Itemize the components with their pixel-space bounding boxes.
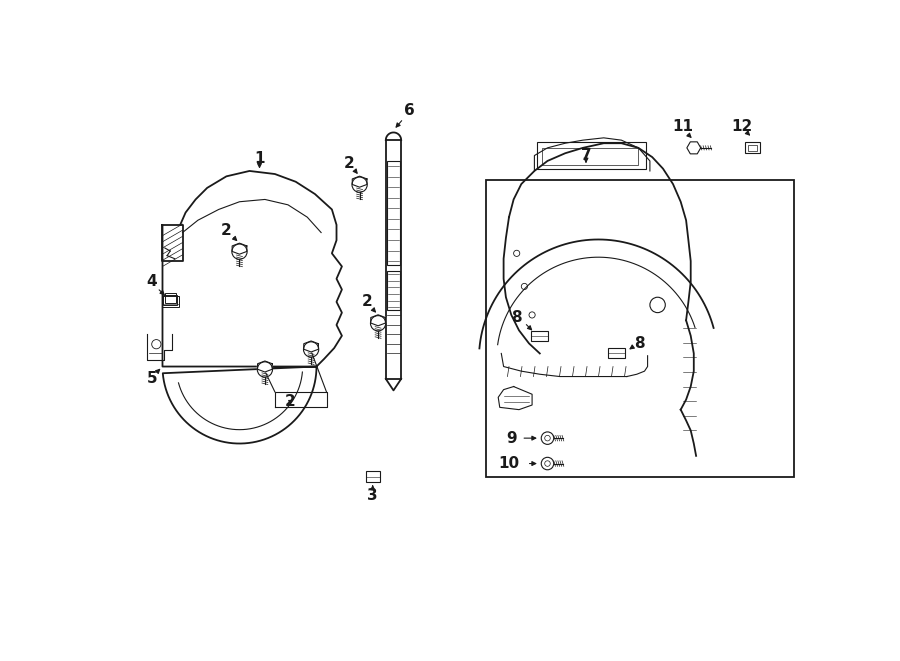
Text: 6: 6 (403, 103, 414, 118)
Bar (163, 295, 177, 305)
Text: 11: 11 (672, 119, 694, 134)
Polygon shape (352, 176, 367, 187)
Text: 2: 2 (221, 223, 232, 238)
Text: 8: 8 (511, 310, 522, 325)
Text: 3: 3 (367, 488, 378, 504)
Text: 1: 1 (255, 151, 265, 166)
Bar (365, 471, 380, 482)
Bar (165, 293, 176, 303)
Text: 4: 4 (147, 274, 157, 290)
Bar (486, 180, 794, 477)
Text: 12: 12 (732, 119, 753, 134)
Polygon shape (687, 142, 701, 154)
Text: 2: 2 (362, 294, 373, 309)
Text: 2: 2 (285, 395, 296, 409)
Polygon shape (371, 315, 385, 326)
Text: 8: 8 (634, 336, 645, 351)
Bar (608, 348, 626, 358)
Text: 5: 5 (147, 371, 157, 386)
Bar (748, 145, 757, 151)
Bar (387, 161, 400, 265)
Bar (162, 297, 179, 307)
Bar (531, 330, 548, 340)
Text: 9: 9 (506, 430, 517, 446)
Bar (536, 141, 646, 169)
Polygon shape (257, 361, 272, 372)
Polygon shape (232, 243, 247, 254)
Text: 10: 10 (499, 456, 519, 471)
Bar (387, 271, 400, 309)
Text: 7: 7 (580, 148, 591, 163)
Bar (542, 148, 638, 165)
Text: 2: 2 (344, 156, 355, 171)
Polygon shape (304, 341, 319, 352)
Bar (744, 143, 760, 153)
